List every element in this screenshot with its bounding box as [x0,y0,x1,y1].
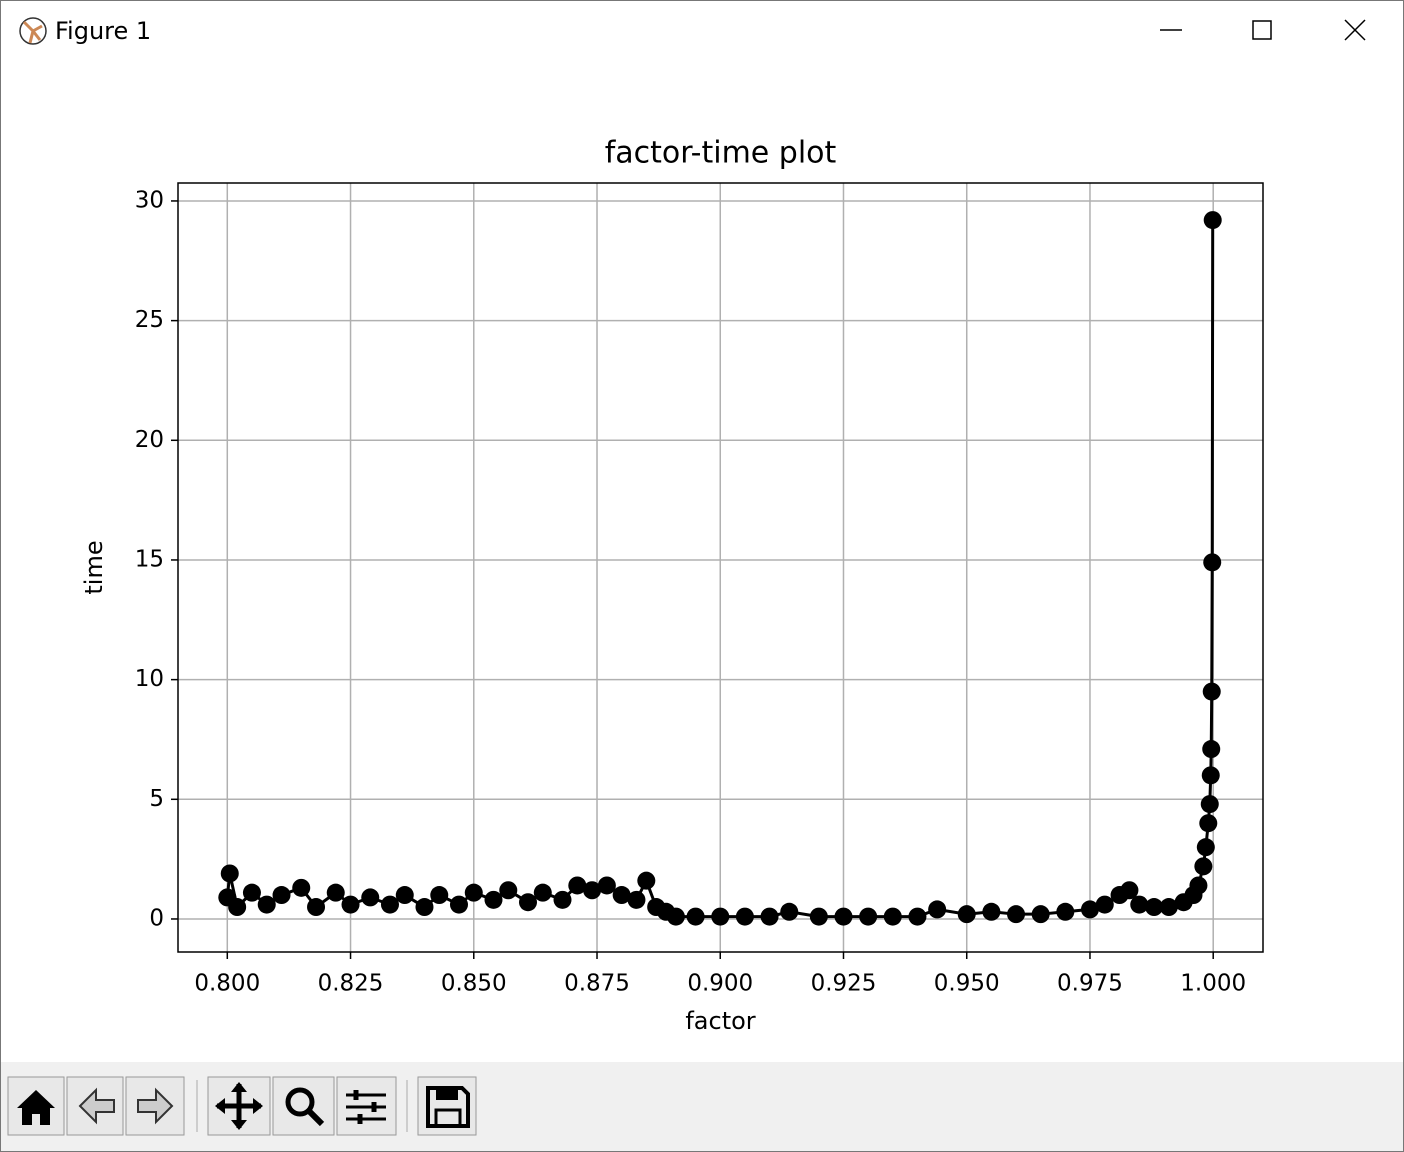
app-icon [19,17,47,45]
data-point [242,883,261,902]
data-point [380,895,399,914]
data-point [415,898,434,917]
data-point [257,895,276,914]
data-point [307,898,326,917]
data-point [1202,740,1221,759]
x-tick-label: 0.900 [687,971,753,997]
data-point [1194,857,1213,876]
y-tick-label: 25 [135,307,164,333]
data-point [1159,898,1178,917]
data-point [883,907,902,926]
data-point [568,876,587,895]
data-point [982,902,1001,921]
x-tick-label: 0.800 [194,971,260,997]
data-point [809,907,828,926]
y-axis-label: time [80,540,108,594]
data-point [449,895,468,914]
data-point [499,881,518,900]
data-point [341,895,360,914]
y-tick-label: 20 [135,427,164,453]
x-tick-label: 0.925 [811,971,877,997]
toolbar-icons [17,1082,470,1130]
axes-frame [177,182,1264,953]
data-point [1202,682,1221,701]
data-point [272,886,291,905]
data-point [220,864,239,883]
data-point [760,907,779,926]
x-tick-label: 0.975 [1057,971,1123,997]
data-point [1200,795,1219,814]
data-point [1189,876,1208,895]
data-point [519,893,537,912]
data-point [1145,898,1164,917]
y-tick-label: 0 [149,905,164,931]
data-point [1007,905,1026,924]
data-point [597,876,616,895]
data-point [1199,814,1218,833]
data-point [484,890,503,909]
data-point [1201,766,1220,785]
data-point [1130,895,1149,914]
data-point [1203,553,1222,572]
x-axis-label: factor [685,1007,755,1035]
data-point [859,907,878,926]
data-point [533,883,552,902]
data-point [1031,905,1050,924]
x-tick-label: 0.875 [564,971,630,997]
data-point [553,890,572,909]
window-title: Figure 1 [55,17,151,45]
data-point [1095,895,1114,914]
data-point [292,878,311,897]
data-point [430,886,449,905]
x-tick-label: 0.850 [441,971,507,997]
data-point [957,905,976,924]
zoom-button[interactable] [272,1076,335,1136]
y-tick-label: 30 [135,187,164,213]
chart-title: factor-time plot [605,136,837,171]
maximize-button[interactable] [1252,20,1272,40]
y-tick-label: 10 [135,666,164,692]
data-point [326,883,345,902]
data-point [361,888,380,907]
x-tick-label: 0.950 [934,971,1000,997]
data-point [612,886,631,905]
close-button[interactable] [1344,19,1366,41]
data-point [627,890,646,909]
data-point [1120,881,1139,900]
data-point [834,907,853,926]
data-point [637,871,656,890]
y-tick-label: 15 [135,546,164,572]
y-tick-label: 5 [149,786,164,812]
data-point [1080,900,1099,919]
data-point [1196,838,1215,857]
x-tick-label: 0.825 [318,971,384,997]
data-point [686,907,705,926]
data-point [666,907,685,926]
data-point [780,902,799,921]
data-point [228,898,247,917]
data-point [1203,211,1222,230]
data-point [735,907,754,926]
x-tick-label: 1.000 [1180,971,1246,997]
data-point [1056,902,1075,921]
data-point [583,881,602,900]
data-point [395,886,414,905]
data-point [908,907,927,926]
data-point [928,900,947,919]
data-point [464,883,483,902]
data-point [711,907,730,926]
